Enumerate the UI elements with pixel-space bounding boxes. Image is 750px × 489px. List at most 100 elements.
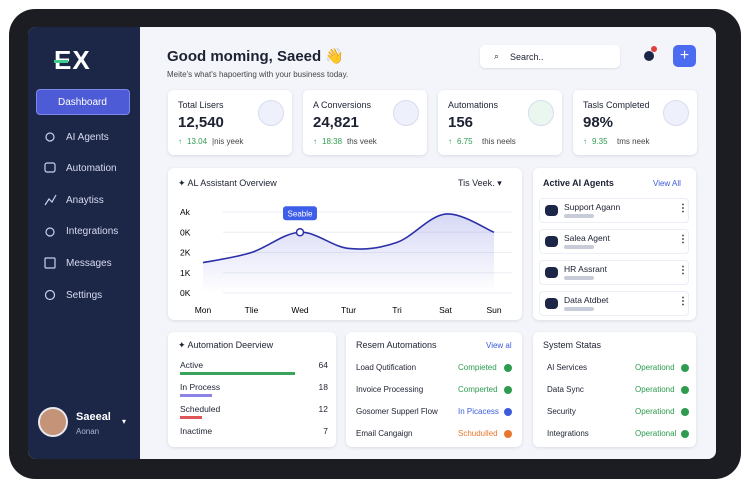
automation-status: Compieted <box>458 363 497 372</box>
avatar <box>38 407 68 437</box>
status-dot <box>504 408 512 416</box>
stat-card: A Conversions 24,821 ↑ 18:38 ths veek <box>303 90 427 155</box>
stat-icon <box>528 100 554 126</box>
search-box[interactable] <box>480 45 620 68</box>
stat-arrow: ↑ <box>448 137 452 146</box>
stat-icon <box>258 100 284 126</box>
badge-label: Seable <box>288 209 313 218</box>
automation-overview-card: ✦ Automation Deerview Active 64 In Process… <box>168 332 336 447</box>
agent-menu[interactable]: ⋮ <box>678 296 688 307</box>
nav-item[interactable]: Messages <box>66 258 112 269</box>
title-text: AL Assistant Overview <box>187 178 277 188</box>
subtitle: Meite's what's hapoerting with your busi… <box>167 70 349 79</box>
row-label: Scheduled <box>180 404 221 414</box>
overview-card: ✦ AL Assistant Overview Tis Veek. ▾ 0K 1K… <box>168 168 522 320</box>
agent-menu[interactable]: ⋮ <box>678 265 688 276</box>
agent-icon <box>545 298 558 309</box>
stat-period: tms neek <box>617 137 650 146</box>
user-role: Aonan <box>76 427 100 436</box>
stat-icon <box>393 100 419 126</box>
y-tick-label: 0K <box>180 288 191 298</box>
automation-name: Invoice Processing <box>356 385 424 394</box>
agent-row[interactable]: HR Assrant ⋮ <box>539 260 689 285</box>
agents-card: Active AI Agents View All Support Agann ⋮… <box>533 168 696 320</box>
sidebar: EX Dashboard AI Agents Automation Anayti… <box>28 27 140 459</box>
nav-item[interactable]: Integrations <box>66 226 119 237</box>
x-tick-label: Wed <box>291 305 309 315</box>
period-select[interactable]: Tis Veek. ▾ <box>458 178 502 188</box>
highlight-point <box>295 228 305 237</box>
view-all[interactable]: View al <box>486 341 512 350</box>
title-text: Automation Deerview <box>187 340 274 350</box>
status-dot <box>504 430 512 438</box>
stat-title: Total Lisers <box>178 100 224 110</box>
automation-status: In Picacess <box>458 407 499 416</box>
agent-name: Support Agann <box>564 202 621 212</box>
stat-value: 98% <box>583 114 614 131</box>
add-button[interactable]: + <box>673 45 696 67</box>
nav-icons <box>44 132 57 301</box>
area <box>203 213 494 293</box>
agent-row[interactable]: Salea Agent ⋮ <box>539 229 689 254</box>
stat-value: 24,821 <box>313 114 359 131</box>
stat-value: 156 <box>448 114 474 131</box>
nav-item[interactable]: Anaytiss <box>66 195 104 206</box>
service-name: Security <box>547 407 576 416</box>
agent-menu[interactable]: ⋮ <box>678 234 688 245</box>
x-tick-label: Sun <box>486 305 501 315</box>
stat-title: Automations <box>448 100 499 110</box>
nav-item[interactable]: Automation <box>66 163 117 174</box>
row-label: In Process <box>180 382 221 392</box>
nav-item[interactable]: Dashboard <box>58 97 107 108</box>
nav-item[interactable]: Settings <box>66 290 103 301</box>
agent-status <box>564 307 594 311</box>
x-tick-label: Tlie <box>245 305 259 315</box>
stat-period: this neels <box>482 137 516 146</box>
agent-row[interactable]: Data Atdbet ⋮ <box>539 291 689 316</box>
badge <box>283 206 317 221</box>
user-menu[interactable]: ▾ <box>122 417 127 426</box>
service-name: Data Sync <box>547 385 584 394</box>
agent-menu[interactable]: ⋮ <box>678 203 688 214</box>
stat-card: Automations 156 ↑ 6.75 this neels <box>438 90 562 155</box>
line-chart: 0K 1K 2K 0K Ak Mon Tlie Wed Ttur Tri Sat Sun Seable <box>180 206 512 315</box>
automation-status: Schudulled <box>458 429 498 438</box>
agent-status <box>564 276 594 280</box>
agent-row[interactable]: Support Agann ⋮ <box>539 198 689 223</box>
service-status: Operationd <box>635 385 675 394</box>
nav-item[interactable]: AI Agents <box>66 132 109 143</box>
x-tick-label: Tri <box>392 305 402 315</box>
stat-arrow: ↑ <box>313 137 317 146</box>
stat-title: A Conversions <box>313 100 372 110</box>
search-icon: ⌕ <box>494 51 500 61</box>
service-status: Operationd <box>635 407 675 416</box>
nav-active[interactable] <box>36 89 130 115</box>
row-value: 7 <box>323 426 328 436</box>
y-tick-label: Ak <box>180 207 191 217</box>
agent-name: HR Assrant <box>564 264 607 274</box>
stat-card: Total Lisers 12,540 ↑ 13.04 |nis yeek <box>168 90 292 155</box>
service-name: Integrations <box>547 429 589 438</box>
agent-icon <box>545 267 558 278</box>
automation-name: Gosomer Supperl Flow <box>356 407 438 416</box>
progress-bar <box>180 416 202 419</box>
notification[interactable] <box>644 51 654 61</box>
progress-bar <box>180 372 295 375</box>
y-tick-label: 0K <box>180 227 191 237</box>
status-dot <box>681 430 689 438</box>
y-tick-label: 1K <box>180 268 191 278</box>
stat-title: Tasls Completed <box>583 100 650 110</box>
agent-icon <box>545 205 558 216</box>
card-title: System Statas <box>543 340 602 350</box>
stat-change: 9.35 <box>592 137 608 146</box>
row-value: 18 <box>318 382 328 392</box>
service-name: Al Services <box>547 363 588 372</box>
view-all[interactable]: View All <box>653 179 681 188</box>
stat-period: ths veek <box>347 137 377 146</box>
agent-status <box>564 245 594 249</box>
automation-status: Comperted <box>458 385 498 394</box>
user-name: Saeeal <box>76 411 111 423</box>
automation-name: Load Qutification <box>356 363 417 372</box>
status-dot <box>681 386 689 394</box>
row-label: Inactime <box>180 426 213 436</box>
